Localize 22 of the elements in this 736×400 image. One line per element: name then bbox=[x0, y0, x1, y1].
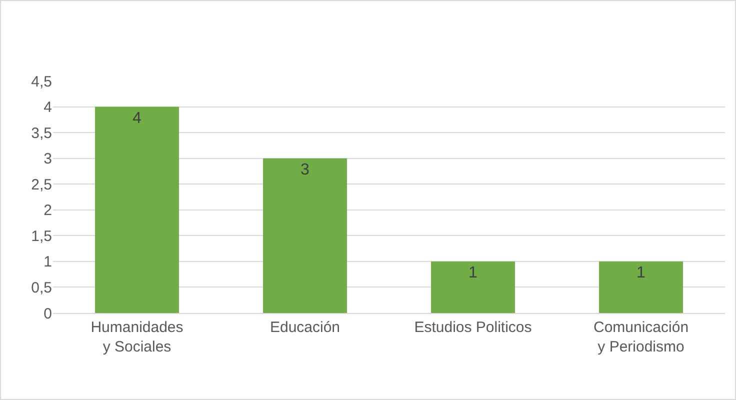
data-label: 1 bbox=[636, 264, 646, 282]
y-tick-label: 2,5 bbox=[31, 176, 52, 194]
y-tick-label: 0,5 bbox=[31, 279, 52, 296]
x-tick-label: Educación bbox=[270, 319, 340, 336]
y-tick-label: 3,5 bbox=[31, 124, 52, 142]
y-tick-label: 4 bbox=[44, 99, 52, 116]
bar bbox=[95, 106, 179, 313]
data-label: 1 bbox=[468, 264, 478, 282]
x-tick-label: Estudios Politicos bbox=[414, 319, 532, 336]
y-tick-label: 1 bbox=[44, 254, 52, 271]
x-tick-label: Comunicación y Periodismo bbox=[593, 319, 689, 356]
y-tick-label: 3 bbox=[44, 150, 52, 168]
bar bbox=[599, 261, 683, 313]
y-tick-label: 2 bbox=[44, 202, 52, 220]
x-tick-label: Humanidades y Sociales bbox=[90, 319, 184, 356]
bar bbox=[263, 158, 347, 313]
y-tick-label: 0 bbox=[44, 305, 52, 322]
data-label: 3 bbox=[300, 161, 310, 178]
data-label: 4 bbox=[132, 110, 142, 127]
y-tick-label: 4,5 bbox=[31, 73, 52, 90]
y-tick-label: 1,5 bbox=[31, 228, 52, 245]
bar bbox=[431, 261, 515, 313]
